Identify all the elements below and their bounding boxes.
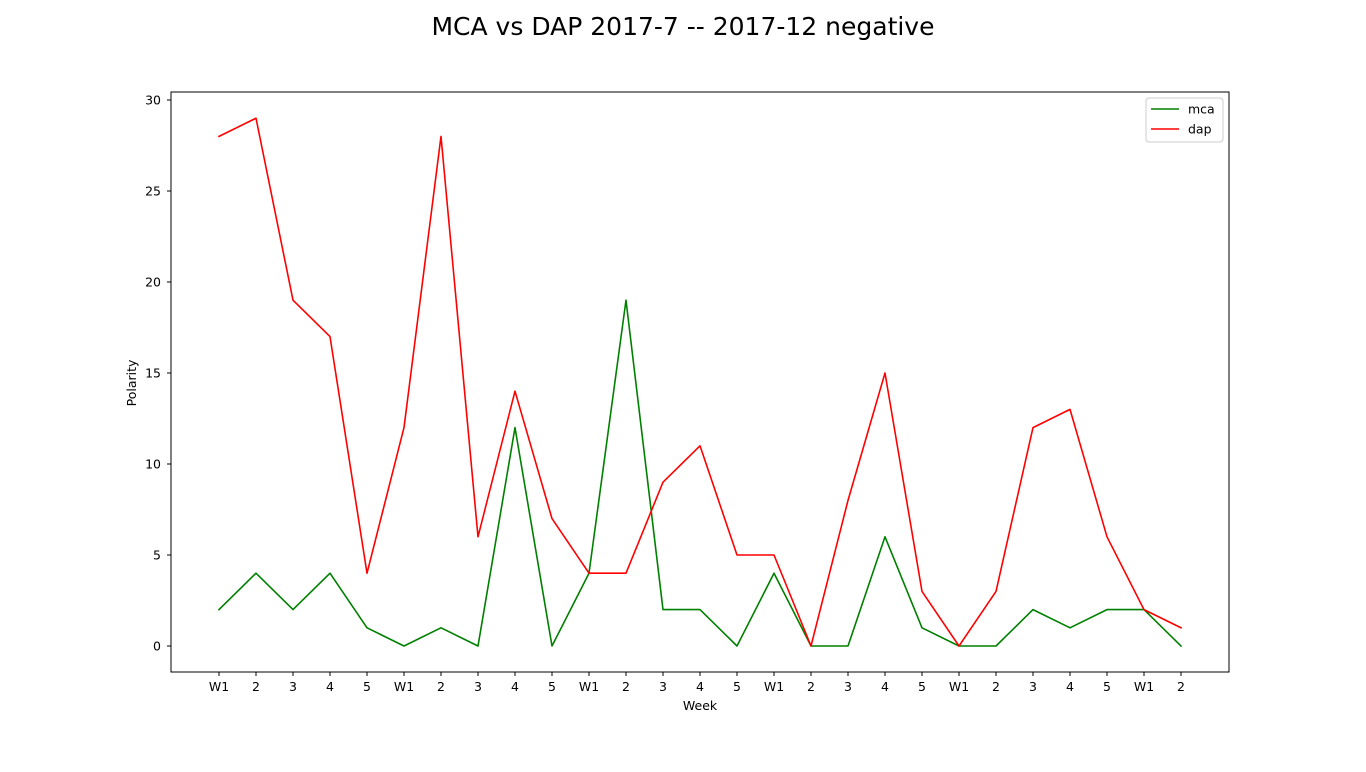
x-tick-label: W1 [764, 679, 784, 694]
y-tick-label: 0 [153, 639, 161, 654]
x-tick-label: 3 [289, 679, 297, 694]
x-tick-label: 2 [807, 679, 815, 694]
x-tick-label: 5 [548, 679, 556, 694]
x-tick-label: 2 [252, 679, 260, 694]
plot-area: W1 2 3 4 5 W1 2 3 4 5 W1 2 3 4 5 W1 2 3 4 5 W1 2 3 4 5 W1 20510152… [145, 91, 1230, 694]
x-tick-label: 4 [1066, 679, 1074, 694]
x-tick-label: 5 [363, 679, 371, 694]
x-tick-label: 4 [881, 679, 889, 694]
x-tick-label: 2 [992, 679, 1000, 694]
series-line-dap [217, 117, 1183, 647]
y-tick-label: 5 [153, 548, 161, 563]
y-axis-label: Polarity [124, 359, 139, 406]
x-tick-label: 4 [511, 679, 519, 694]
x-tick-label: 3 [474, 679, 482, 694]
x-tick-label: 3 [1029, 679, 1037, 694]
legend: mca dap [1145, 97, 1224, 143]
x-tick-label: 4 [696, 679, 704, 694]
x-axis-label: Week [683, 698, 718, 713]
legend-label-mca: mca [1188, 102, 1215, 117]
legend-label-dap: dap [1188, 122, 1212, 137]
x-tick-label: 3 [844, 679, 852, 694]
x-tick-label: W1 [579, 679, 599, 694]
y-tick-label: 20 [145, 275, 161, 290]
series-line-mca [217, 299, 1183, 648]
x-tick-label: 5 [733, 679, 741, 694]
y-tick-label: 25 [145, 184, 161, 199]
x-tick-label: W1 [394, 679, 414, 694]
x-tick-label: 2 [437, 679, 445, 694]
x-tick-label: W1 [949, 679, 969, 694]
y-tick-label: 10 [145, 457, 161, 472]
x-tick-label: 4 [326, 679, 334, 694]
x-tick-label: 2 [1177, 679, 1185, 694]
y-tick-label: 15 [145, 366, 161, 381]
chart-title: MCA vs DAP 2017-7 -- 2017-12 negative [431, 12, 934, 41]
x-tick-label: 5 [918, 679, 926, 694]
x-tick-label: 5 [1103, 679, 1111, 694]
x-tick-label: 2 [622, 679, 630, 694]
y-tick-label: 30 [145, 93, 161, 108]
x-tick-label: W1 [209, 679, 229, 694]
x-tick-label: W1 [1134, 679, 1154, 694]
x-tick-label: 3 [659, 679, 667, 694]
